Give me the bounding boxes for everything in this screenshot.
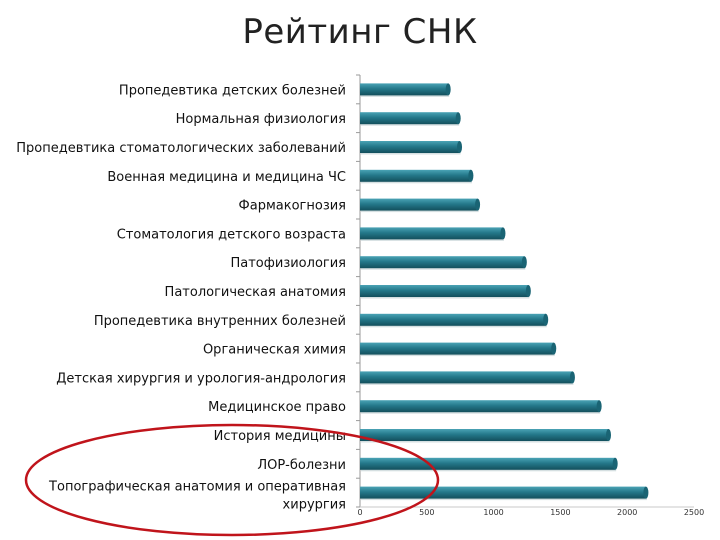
bar-cap <box>521 256 527 269</box>
x-tick-label: 500 <box>419 508 434 517</box>
x-tick-label: 2000 <box>617 508 637 517</box>
bar-body <box>360 285 529 297</box>
bar-cap <box>525 285 531 297</box>
category-label: История медицины <box>214 429 346 444</box>
bar-cap <box>500 227 506 240</box>
category-label: Пропедевтика детских болезней <box>119 83 346 98</box>
bar-body <box>360 169 471 182</box>
bar-cap <box>612 457 618 470</box>
bar <box>360 83 451 97</box>
bar-body <box>360 141 460 153</box>
bar-body <box>360 112 459 125</box>
bar-body <box>360 342 554 355</box>
bar-cap <box>643 486 649 499</box>
bar-cap <box>445 83 451 96</box>
bar-body <box>360 198 478 211</box>
bar-cap <box>468 169 474 182</box>
category-labels: Пропедевтика детских болезней Нормальная … <box>16 83 346 512</box>
chart-title: Рейтинг СНК <box>242 12 478 52</box>
category-label: Фармакогнозия <box>239 199 346 214</box>
bar-body <box>360 486 646 499</box>
category-label: Патофизиология <box>230 256 346 271</box>
bar-cap <box>569 371 575 384</box>
highlight-ellipse <box>24 423 440 537</box>
category-label: Стоматология детского возраста <box>117 227 346 242</box>
bar <box>360 141 463 155</box>
bar-body <box>360 83 449 96</box>
bar-cap <box>596 400 602 413</box>
bar <box>360 457 618 472</box>
bar <box>360 198 481 213</box>
category-label: Детская хирургия и урология-андрология <box>56 371 346 386</box>
x-tick-label: 2500 <box>684 508 704 517</box>
bar-body <box>360 371 573 384</box>
bar <box>360 400 602 414</box>
bar <box>360 169 474 184</box>
category-label: Военная медицина и медицина ЧС <box>107 170 346 185</box>
bar <box>360 256 527 270</box>
bar-body <box>360 313 546 326</box>
bar-body <box>360 256 525 269</box>
x-tick-label: 1000 <box>483 508 503 517</box>
x-tick-label: 0 <box>357 508 362 517</box>
bar <box>360 112 461 126</box>
bar <box>360 227 506 241</box>
bar <box>360 429 611 443</box>
bar-cap <box>605 429 611 441</box>
bar <box>360 486 649 501</box>
category-label: Медицинское право <box>208 400 346 415</box>
bar <box>360 371 575 385</box>
bar-layer <box>360 83 649 501</box>
bar-body <box>360 429 609 441</box>
category-label: Топографическая анатомия и оперативная хи… <box>48 480 346 513</box>
bar <box>360 313 549 328</box>
category-label: Пропедевтика внутренних болезней <box>94 314 346 329</box>
bar-cap <box>475 198 481 211</box>
x-tick-labels: 0 500 1000 1500 2000 2500 <box>357 508 704 517</box>
bar <box>360 285 531 299</box>
bar-body <box>360 457 616 470</box>
bar-cap <box>551 342 557 355</box>
category-label: Пропедевтика стоматологических заболеван… <box>16 141 346 156</box>
category-label: Органическая химия <box>203 343 346 358</box>
bar-body <box>360 227 503 240</box>
bar-cap <box>455 112 461 125</box>
x-tick-label: 1500 <box>550 508 570 517</box>
bar <box>360 342 557 357</box>
category-label: Патологическая анатомия <box>165 285 346 300</box>
bar-cap <box>457 141 463 153</box>
category-label: Нормальная физиология <box>176 112 346 127</box>
bar-body <box>360 400 600 413</box>
bar-cap <box>543 313 549 326</box>
category-label: ЛОР-болезни <box>257 458 346 473</box>
